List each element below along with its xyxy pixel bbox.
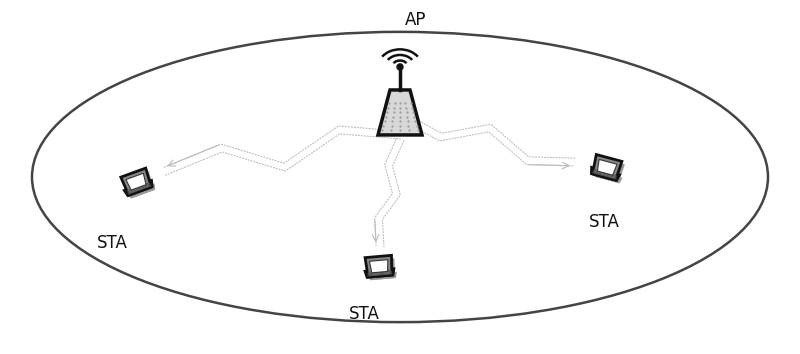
Ellipse shape: [32, 32, 768, 322]
Text: STA: STA: [589, 212, 619, 230]
Polygon shape: [124, 181, 152, 196]
Polygon shape: [594, 170, 622, 183]
Polygon shape: [595, 158, 625, 183]
Polygon shape: [124, 171, 154, 198]
Polygon shape: [368, 258, 395, 280]
Polygon shape: [368, 272, 397, 280]
Polygon shape: [591, 167, 619, 181]
Polygon shape: [121, 168, 151, 195]
Text: STA: STA: [349, 304, 379, 322]
Polygon shape: [378, 90, 422, 135]
Polygon shape: [370, 259, 388, 273]
Polygon shape: [127, 183, 155, 199]
Polygon shape: [593, 154, 622, 180]
Polygon shape: [365, 269, 394, 277]
Text: STA: STA: [97, 234, 127, 252]
Circle shape: [397, 64, 403, 70]
Polygon shape: [365, 255, 392, 277]
Polygon shape: [598, 159, 617, 175]
Text: AP: AP: [404, 11, 426, 29]
Polygon shape: [126, 173, 146, 190]
